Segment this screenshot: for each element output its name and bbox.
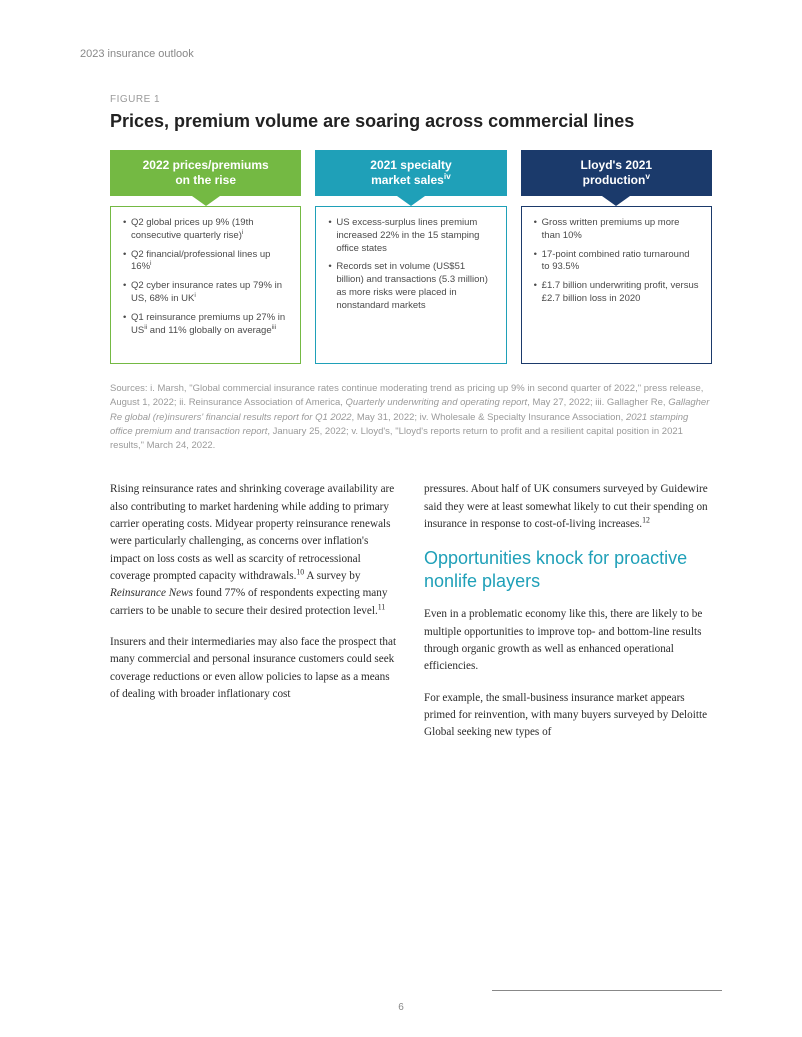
page-header-label: 2023 insurance outlook	[80, 48, 722, 60]
card-connector	[315, 196, 506, 206]
card-connector	[110, 196, 301, 206]
card-bullet-list: Q2 global prices up 9% (19th consecutive…	[123, 217, 288, 338]
card-bullet: Q1 reinsurance premiums up 27% in USii a…	[123, 312, 288, 338]
figure-label: FIGURE 1	[110, 94, 722, 105]
card-bullet-list: Gross written premiums up more than 10% 1…	[534, 217, 699, 306]
body-columns: Rising reinsurance rates and shrinking c…	[110, 481, 712, 756]
section-heading: Opportunities knock for proactive nonlif…	[424, 547, 712, 592]
body-paragraph: Insurers and their intermediaries may al…	[110, 634, 398, 703]
card-bullet: £1.7 billion underwriting profit, versus…	[534, 280, 699, 306]
card-bullet: Gross written premiums up more than 10%	[534, 217, 699, 243]
info-card: 2022 prices/premiumson the rise Q2 global…	[110, 150, 301, 364]
triangle-down-icon	[397, 196, 425, 206]
card-bullet: US excess-surplus lines premium increase…	[328, 217, 493, 255]
cards-row: 2022 prices/premiumson the rise Q2 global…	[110, 150, 712, 364]
body-paragraph: Even in a problematic economy like this,…	[424, 606, 712, 675]
figure-title: Prices, premium volume are soaring acros…	[110, 111, 722, 132]
card-body: US excess-surplus lines premium increase…	[315, 206, 506, 364]
page-number: 6	[0, 1002, 802, 1013]
body-paragraph: pressures. About half of UK consumers su…	[424, 481, 712, 533]
page-rule	[492, 990, 722, 991]
card-body: Q2 global prices up 9% (19th consecutive…	[110, 206, 301, 364]
info-card: 2021 specialtymarket salesiv US excess-su…	[315, 150, 506, 364]
body-paragraph: Rising reinsurance rates and shrinking c…	[110, 481, 398, 620]
card-connector	[521, 196, 712, 206]
triangle-down-icon	[602, 196, 630, 206]
card-bullet-list: US excess-surplus lines premium increase…	[328, 217, 493, 313]
sources-text: Sources: i. Marsh, "Global commercial in…	[110, 382, 712, 453]
card-body: Gross written premiums up more than 10% 1…	[521, 206, 712, 364]
card-header: 2022 prices/premiumson the rise	[110, 150, 301, 196]
card-bullet: Q2 global prices up 9% (19th consecutive…	[123, 217, 288, 243]
right-column: pressures. About half of UK consumers su…	[424, 481, 712, 756]
triangle-down-icon	[192, 196, 220, 206]
card-header: 2021 specialtymarket salesiv	[315, 150, 506, 196]
left-column: Rising reinsurance rates and shrinking c…	[110, 481, 398, 756]
card-bullet: Q2 financial/professional lines up 16%i	[123, 249, 288, 275]
body-paragraph: For example, the small-business insuranc…	[424, 690, 712, 742]
card-bullet: Records set in volume (US$51 billion) an…	[328, 261, 493, 312]
card-bullet: Q2 cyber insurance rates up 79% in US, 6…	[123, 280, 288, 306]
info-card: Lloyd's 2021productionv Gross written pre…	[521, 150, 712, 364]
card-header: Lloyd's 2021productionv	[521, 150, 712, 196]
card-bullet: 17-point combined ratio turnaround to 93…	[534, 249, 699, 275]
